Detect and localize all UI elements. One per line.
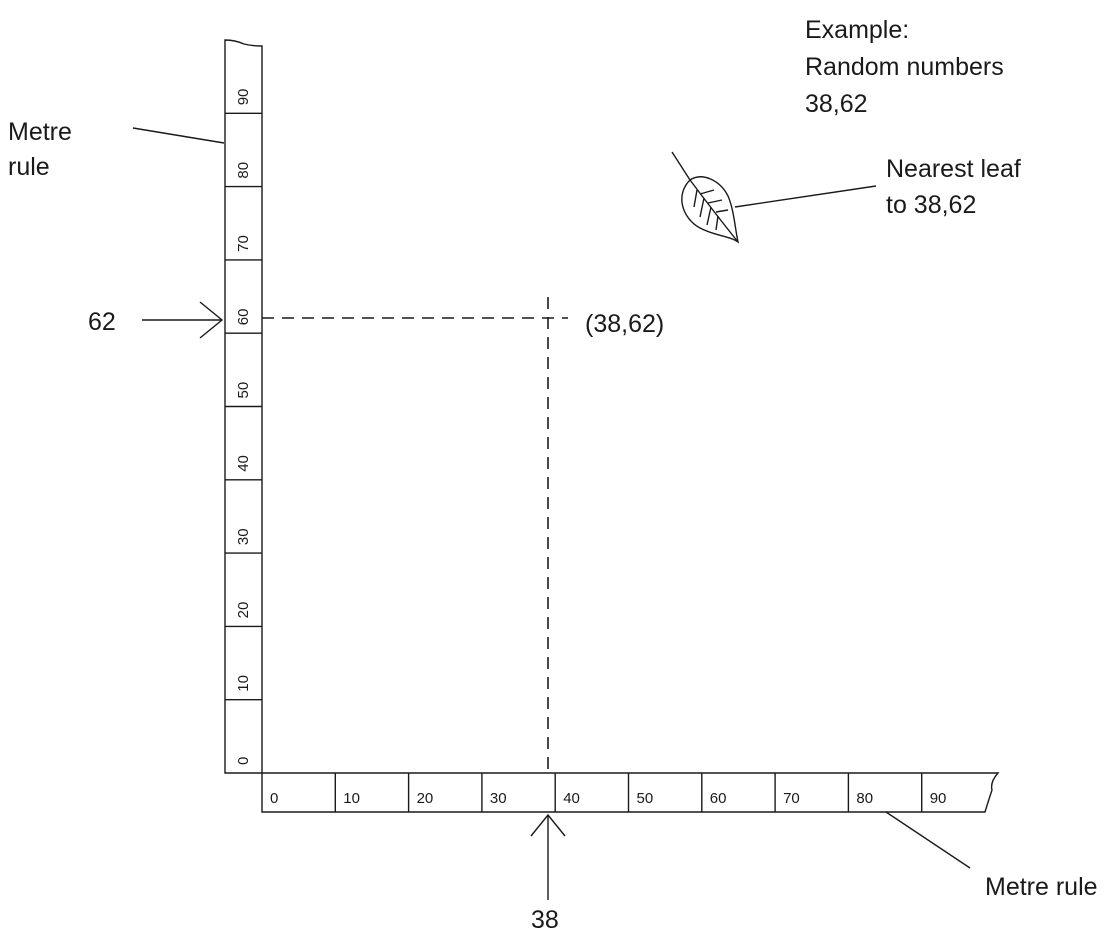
horizontal-rule-label: Metre rule <box>985 873 1098 901</box>
vertical-rule-outline <box>224 39 263 774</box>
horizontal-rule-tick-label: 90 <box>930 790 947 807</box>
nearest-leaf-label-line2: to 38,62 <box>886 191 976 219</box>
vertical-rule-tick-label: 70 <box>235 235 252 252</box>
vertical-rule-tick-label: 10 <box>235 675 252 692</box>
horizontal-rule-ticks: 0 10 20 30 40 50 60 70 80 90 <box>270 790 946 807</box>
horizontal-rule-tick-label: 0 <box>270 790 278 807</box>
vertical-rule-tick-label: 80 <box>235 162 252 179</box>
vertical-metre-rule: 0 10 20 30 40 50 60 70 80 90 <box>224 39 263 774</box>
example-numbers: 38,62 <box>805 90 868 118</box>
vertical-rule-tick-label: 60 <box>235 309 252 326</box>
leaf-leader <box>734 185 877 208</box>
horizontal-rule-tick-label: 30 <box>490 790 507 807</box>
y-value-arrow <box>142 301 224 339</box>
vertical-rule-label-line2: rule <box>8 153 50 181</box>
vertical-rule-tick-label: 40 <box>235 455 252 472</box>
leaf-icon <box>671 151 740 244</box>
horizontal-rule-tick-label: 70 <box>783 790 800 807</box>
horizontal-rule-tick-label: 40 <box>563 790 580 807</box>
horizontal-rule-leader <box>885 811 971 869</box>
horizontal-rule-outline <box>261 772 1000 813</box>
horizontal-rule-divisions <box>334 773 923 812</box>
vertical-rule-label-line1: Metre <box>8 118 72 146</box>
nearest-leaf-label-line1: Nearest leaf <box>886 155 1021 183</box>
vertical-rule-leader <box>132 127 225 144</box>
vertical-rule-tick-label: 50 <box>235 382 252 399</box>
x-value-arrow <box>530 813 566 900</box>
horizontal-rule-tick-label: 60 <box>710 790 727 807</box>
vertical-rule-ticks: 0 10 20 30 40 50 60 70 80 90 <box>235 89 252 765</box>
vertical-rule-tick-label: 0 <box>235 757 252 765</box>
coordinate-label: (38,62) <box>585 310 664 338</box>
vertical-rule-tick-label: 30 <box>235 528 252 545</box>
horizontal-rule-tick-label: 10 <box>343 790 360 807</box>
vertical-rule-tick-label: 90 <box>235 89 252 106</box>
vertical-rule-tick-label: 20 <box>235 602 252 619</box>
example-subheading: Random numbers <box>805 53 1004 81</box>
vertical-rule-divisions <box>225 112 262 701</box>
horizontal-rule-tick-label: 20 <box>417 790 434 807</box>
x-value-label: 38 <box>531 906 559 929</box>
horizontal-metre-rule: 0 10 20 30 40 50 60 70 80 90 <box>261 772 1000 813</box>
y-value-label: 62 <box>88 308 116 336</box>
horizontal-rule-tick-label: 80 <box>856 790 873 807</box>
horizontal-rule-tick-label: 50 <box>637 790 654 807</box>
example-heading: Example: <box>805 16 909 44</box>
